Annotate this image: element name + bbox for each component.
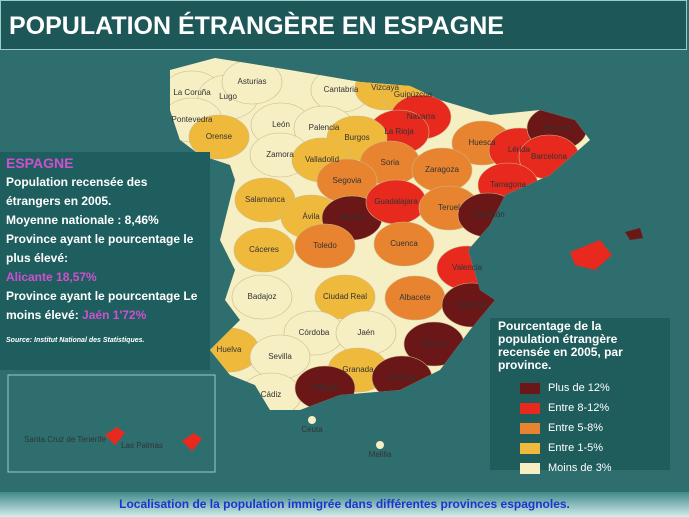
province-label: Sevilla — [268, 352, 292, 361]
province-label: Castellón — [471, 210, 504, 219]
legend: Pourcentage de la population étrangère r… — [490, 318, 670, 474]
province-label: Palencia — [309, 123, 340, 132]
province — [231, 274, 293, 320]
province-label: Pontevedra — [172, 115, 213, 124]
legend-label: Moins de 3% — [548, 462, 612, 474]
province-label: Valencia — [452, 263, 483, 272]
province-label: Asturias — [238, 77, 267, 86]
info-line: Province ayant le pourcentage Le moins é… — [6, 287, 204, 325]
province-label: Huelva — [217, 345, 242, 354]
province — [376, 441, 384, 449]
legend-item: Entre 8-12% — [498, 398, 662, 418]
legend-label: Entre 5-8% — [548, 422, 604, 434]
province-label: Navarra — [407, 112, 436, 121]
province-label: Jaén — [357, 328, 374, 337]
province-label: Málaga — [312, 383, 339, 392]
province-label: Lugo — [219, 92, 237, 101]
province-label: Toledo — [313, 241, 337, 250]
province-label: Salamanca — [245, 195, 286, 204]
province-label: Córdoba — [299, 328, 330, 337]
province-label: Teruel — [438, 203, 460, 212]
province-label: La Coruña — [173, 88, 211, 97]
province-label: Lérida — [508, 145, 531, 154]
legend-swatch — [520, 462, 540, 474]
province-label: Segovia — [333, 176, 362, 185]
menorca — [625, 228, 643, 240]
province-label: Las Palmas — [121, 441, 163, 450]
province — [373, 221, 435, 267]
province-label: Ávila — [302, 212, 320, 221]
legend-item: Entre 1-5% — [498, 438, 662, 458]
info-highlight: Alicante 18,57% — [6, 270, 97, 284]
province-label: Gerona — [544, 123, 571, 132]
province-label: Soria — [381, 158, 400, 167]
legend-label: Entre 8-12% — [548, 402, 610, 414]
province-label: Vizcaya — [371, 83, 399, 92]
province-label: Barcelona — [531, 152, 568, 161]
legend-swatch — [520, 402, 540, 414]
province-label: Orense — [206, 132, 233, 141]
province-label: Cuenca — [390, 239, 418, 248]
province-label: León — [272, 120, 290, 129]
provinces — [170, 59, 588, 410]
title: POPULATION ÉTRANGÈRE EN ESPAGNE — [0, 0, 687, 50]
canary-inset — [7, 374, 216, 473]
province-label: Zamora — [266, 150, 294, 159]
legend-item: Plus de 12% — [498, 378, 662, 398]
province-labels: La Coruña Lugo Pontevedra Orense Asturias Can… — [24, 77, 571, 459]
legend-label: Entre 1-5% — [548, 442, 604, 454]
province — [188, 114, 250, 160]
province-label: Tarragona — [490, 180, 527, 189]
province-label: Alicante — [458, 300, 487, 309]
province-label: Guipúzcoa — [394, 90, 433, 99]
province — [233, 227, 295, 273]
info-line: Province ayant le pourcentage le plus él… — [6, 232, 194, 265]
source: Source: Institut National des Statistiqu… — [6, 337, 145, 344]
info-line: Population recensée des étrangers en 200… — [6, 175, 148, 208]
province-label: La Rioja — [384, 127, 414, 136]
legend-label: Plus de 12% — [548, 382, 610, 394]
caption: Localisation de la population immigrée d… — [0, 492, 689, 517]
legend-item: Moins de 3% — [498, 458, 662, 478]
province — [105, 427, 125, 445]
province — [182, 433, 202, 451]
info-line: Moyenne nationale : 8,46% — [6, 213, 159, 227]
province-label: Murcia — [422, 339, 447, 348]
province-label: Madrid — [340, 213, 364, 222]
province-label: Ciudad Real — [323, 292, 367, 301]
legend-title: Pourcentage de la population étrangère r… — [498, 319, 623, 372]
baleares — [570, 240, 612, 270]
province-label: Burgos — [344, 133, 369, 142]
legend-swatch — [520, 442, 540, 454]
province-label: Cádiz — [261, 390, 281, 399]
province-label: Cáceres — [249, 245, 279, 254]
province-label: Albacete — [399, 293, 431, 302]
province-label: Huesca — [468, 138, 496, 147]
province-label: Cantabria — [324, 85, 359, 94]
info-highlight: Jaén 1'72% — [82, 308, 147, 322]
province-label: Melilla — [369, 450, 392, 459]
province-label: Granada — [342, 365, 374, 374]
province-label: Almería — [388, 373, 416, 382]
province-label: Badajoz — [248, 292, 277, 301]
info-text: Province ayant le pourcentage Le moins é… — [6, 289, 198, 322]
province — [294, 223, 356, 269]
province-label: Santa Cruz de Tenerife — [24, 435, 106, 444]
legend-item: Entre 5-8% — [498, 418, 662, 438]
info-panel: ESPAGNE Population recensée des étranger… — [0, 152, 210, 370]
province-label: Valladolid — [305, 155, 339, 164]
province-label: Guadalajara — [374, 197, 418, 206]
legend-swatch — [520, 422, 540, 434]
province-label: Ceuta — [301, 425, 323, 434]
province — [308, 416, 316, 424]
info-heading: ESPAGNE — [6, 155, 74, 171]
province-label: Zaragoza — [425, 165, 459, 174]
legend-swatch — [520, 382, 540, 394]
